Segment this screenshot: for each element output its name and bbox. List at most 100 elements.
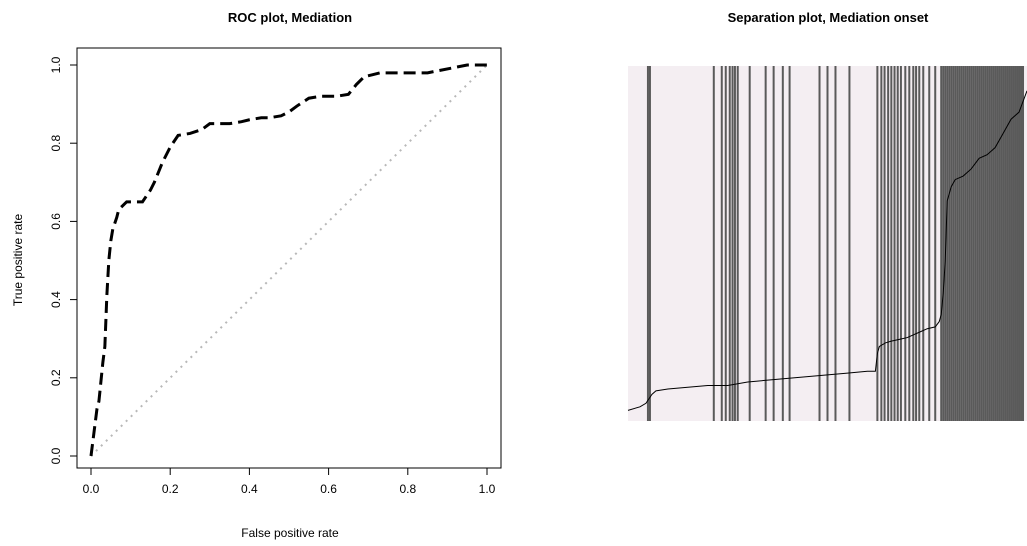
separation-event-bar: [982, 66, 985, 421]
separation-event-bar: [934, 66, 937, 421]
separation-event-bar: [818, 66, 821, 421]
separation-event-bar: [994, 66, 997, 421]
separation-event-bar: [1018, 66, 1021, 421]
roc-x-tick-label: 0.6: [320, 482, 337, 496]
separation-probability-curve: [627, 90, 1027, 411]
separation-event-bar: [912, 66, 915, 421]
separation-event-bar: [988, 66, 991, 421]
separation-event-bar: [958, 66, 961, 421]
separation-event-bar: [1002, 66, 1005, 421]
separation-event-bar: [976, 66, 979, 421]
separation-title: Separation plot, Mediation onset: [728, 10, 929, 25]
roc-chart: ROC plot, Mediation 0.0 0.2 0.4 0.6 0.8 1.0 0…: [11, 10, 502, 540]
separation-event-bar: [1000, 66, 1003, 421]
separation-event-bar: [996, 66, 999, 421]
separation-event-bar: [887, 66, 890, 421]
separation-event-bar: [990, 66, 993, 421]
separation-event-bar: [944, 66, 947, 421]
separation-event-bar: [908, 66, 911, 421]
roc-x-tick-label: 0.0: [83, 482, 100, 496]
separation-chart: Separation plot, Mediation onset: [627, 10, 1027, 421]
roc-plot-frame: [76, 47, 502, 469]
separation-event-bar: [748, 66, 751, 421]
separation-event-bar: [1014, 66, 1017, 421]
separation-event-bar: [764, 66, 767, 421]
separation-event-bar: [962, 66, 965, 421]
separation-event-bar: [1012, 66, 1015, 421]
separation-event-bar: [966, 66, 969, 421]
roc-reference-diagonal: [90, 64, 488, 457]
separation-event-bar: [1006, 66, 1009, 421]
roc-x-tick-label: 0.4: [241, 482, 258, 496]
separation-event-bar: [736, 66, 739, 421]
separation-event-bar: [1022, 66, 1025, 421]
roc-title: ROC plot, Mediation: [228, 10, 352, 25]
separation-event-bar: [950, 66, 953, 421]
separation-event-bar: [648, 66, 651, 421]
separation-event-bar: [984, 66, 987, 421]
separation-event-bar: [904, 66, 907, 421]
separation-event-bar: [899, 66, 902, 421]
separation-event-bar: [918, 66, 921, 421]
roc-y-tick-label: 1.0: [49, 56, 63, 73]
separation-event-bar: [731, 66, 734, 421]
separation-event-bar: [946, 66, 949, 421]
roc-y-tick-label: 0.6: [49, 213, 63, 230]
separation-event-bar: [772, 66, 775, 421]
separation-event-bar: [1020, 66, 1023, 421]
separation-event-bar: [992, 66, 995, 421]
separation-event-bar: [968, 66, 971, 421]
separation-event-bar: [970, 66, 973, 421]
separation-event-bar: [986, 66, 989, 421]
separation-event-bar: [940, 66, 943, 421]
roc-curve-line: [89, 63, 487, 457]
separation-event-bar: [896, 66, 899, 421]
separation-event-bar: [974, 66, 977, 421]
separation-event-bar: [948, 66, 951, 421]
separation-event-bar: [960, 66, 963, 421]
roc-y-tick-label: 0.0: [49, 447, 63, 464]
separation-event-bar: [883, 66, 886, 421]
separation-event-bar: [1016, 66, 1019, 421]
separation-event-bar: [834, 66, 837, 421]
roc-x-axis-label: False positive rate: [241, 526, 339, 540]
separation-event-bar: [998, 66, 1001, 421]
roc-y-tick-label: 0.4: [49, 291, 63, 308]
separation-event-bar: [848, 66, 851, 421]
separation-event-bar: [1004, 66, 1007, 421]
separation-event-bar: [1010, 66, 1013, 421]
separation-event-bar: [712, 66, 715, 421]
roc-y-tick-label: 0.8: [49, 135, 63, 152]
separation-event-bar: [788, 66, 791, 421]
separation-event-bar: [728, 66, 731, 421]
roc-y-axis-label: True positive rate: [11, 214, 25, 307]
roc-y-tick-label: 0.2: [49, 369, 63, 386]
separation-event-bar: [880, 66, 883, 421]
separation-event-bar: [893, 66, 896, 421]
separation-event-bar: [876, 66, 879, 421]
separation-event-bar: [928, 66, 931, 421]
roc-y-axis: 0.0 0.2 0.4 0.6 0.8 1.0: [49, 56, 77, 464]
separation-event-bar: [978, 66, 981, 421]
separation-event-bar: [1008, 66, 1011, 421]
separation-event-bar: [733, 66, 736, 421]
roc-x-tick-label: 0.2: [162, 482, 179, 496]
separation-event-bar: [724, 66, 727, 421]
separation-event-bar: [954, 66, 957, 421]
separation-event-bar: [915, 66, 918, 421]
separation-event-bar: [826, 66, 829, 421]
separation-event-bar: [972, 66, 975, 421]
separation-event-bar: [720, 66, 723, 421]
separation-event-bar: [964, 66, 967, 421]
roc-x-tick-label: 0.8: [399, 482, 416, 496]
separation-event-bar: [956, 66, 959, 421]
separation-event-bar: [980, 66, 983, 421]
separation-event-bar: [890, 66, 893, 421]
roc-x-tick-label: 1.0: [479, 482, 496, 496]
roc-x-axis: 0.0 0.2 0.4 0.6 0.8 1.0: [83, 468, 496, 496]
separation-event-bar: [781, 66, 784, 421]
separation-event-bars: [646, 66, 1025, 421]
separation-event-bar: [942, 66, 945, 421]
separation-event-bar: [952, 66, 955, 421]
